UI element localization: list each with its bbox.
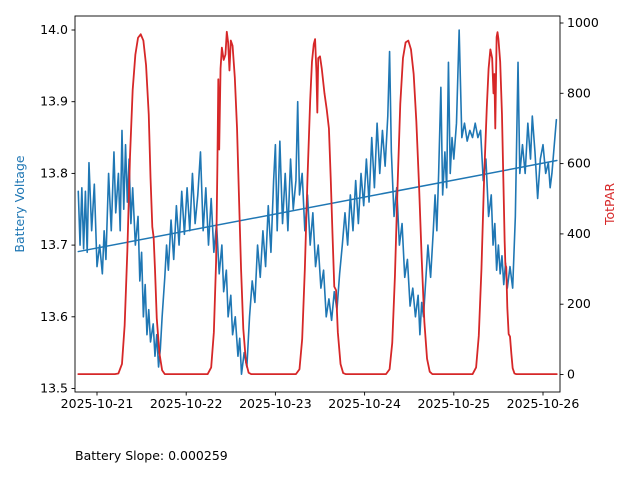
y-left-tick-label: 13.8	[40, 165, 68, 180]
plot-area	[77, 29, 558, 376]
y-left-tick-label: 13.6	[40, 309, 68, 324]
x-tick-label: 2025-10-24	[328, 396, 401, 411]
y-right-tick-label: 0	[567, 367, 575, 382]
x-tick-label: 2025-10-26	[507, 396, 580, 411]
x-tick-label: 2025-10-23	[239, 396, 312, 411]
y-right-tick-label: 800	[567, 85, 591, 100]
y-left-tick-label: 13.5	[40, 381, 68, 396]
battery_voltage-line	[77, 29, 558, 375]
y-axis-right: 0 200 400 600 800 1000	[560, 15, 599, 382]
y-axis-left: 13.5 13.6 13.7 13.8 13.9 14.0	[40, 22, 75, 396]
y-right-tick-label: 1000	[567, 15, 599, 30]
y-left-tick-label: 13.9	[40, 94, 68, 109]
y-right-tick-label: 600	[567, 156, 591, 171]
y-right-axis-label: TotPAR	[602, 183, 617, 226]
x-tick-label: 2025-10-25	[417, 396, 490, 411]
x-tick-label: 2025-10-22	[150, 396, 223, 411]
y-right-tick-label: 400	[567, 226, 591, 241]
x-tick-label: 2025-10-21	[61, 396, 134, 411]
totpar-line	[77, 30, 558, 376]
y-left-axis-label: Battery Voltage	[12, 155, 27, 252]
x-axis: 2025-10-21 2025-10-22 2025-10-23 2025-10-24…	[61, 392, 580, 411]
axes-spines	[74, 15, 561, 393]
stats-block: Battery Slope: 0.000259 Battery Min: 13.…	[75, 416, 336, 480]
stats-battery-slope: Battery Slope: 0.000259	[75, 448, 228, 463]
battery_trend-line	[77, 159, 558, 253]
y-left-tick-label: 13.7	[40, 237, 68, 252]
y-left-tick-label: 14.0	[40, 22, 68, 37]
y-right-tick-label: 200	[567, 296, 591, 311]
